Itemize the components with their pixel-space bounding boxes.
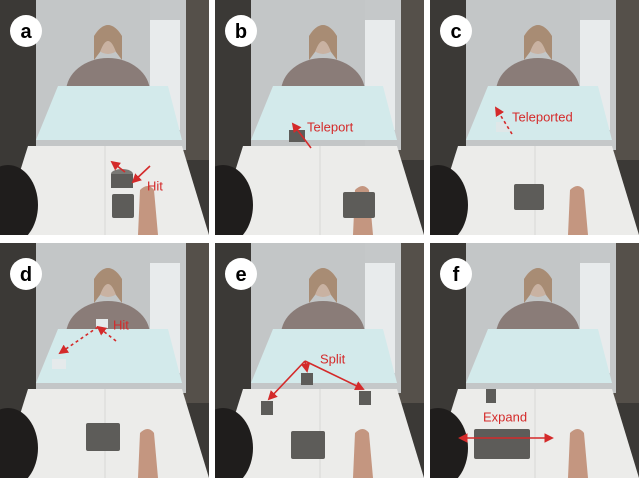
panel: c Teleported xyxy=(408,0,639,245)
panel-label: d xyxy=(20,264,32,286)
panel-label: a xyxy=(20,21,32,43)
panel: b Teleport xyxy=(193,0,424,245)
panel: d Hit xyxy=(0,243,209,478)
annotation: Expand xyxy=(483,409,527,424)
panel: f Expand xyxy=(408,243,639,478)
panel-label: b xyxy=(235,21,247,43)
annotation: Split xyxy=(320,351,346,366)
panel-label: c xyxy=(450,21,461,43)
panel-label: e xyxy=(235,264,246,286)
annotation: Teleported xyxy=(512,109,573,124)
panel: a Hit xyxy=(0,0,209,245)
panel-label: f xyxy=(453,264,460,286)
panel: e Split xyxy=(193,243,424,478)
annotation: Hit xyxy=(113,317,129,332)
figure: a Hit b Teleport c Teleported d Hit xyxy=(0,0,639,478)
annotation: Teleport xyxy=(307,119,354,134)
annotation: Hit xyxy=(147,178,163,193)
